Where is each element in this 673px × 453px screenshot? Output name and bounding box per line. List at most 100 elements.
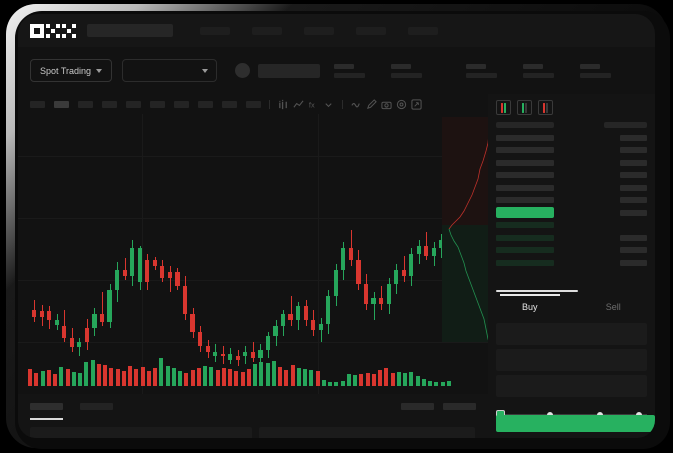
timeframe-chip-8[interactable] [222, 100, 237, 108]
orderbook-bids-icon[interactable] [517, 100, 532, 115]
candle-body [190, 314, 195, 332]
volume-bar [221, 368, 226, 386]
order-book-row-bid[interactable] [496, 246, 647, 255]
candle-body [280, 314, 286, 326]
timeframe-chip-group [30, 100, 261, 108]
candlestick-chart-icon[interactable] [278, 99, 289, 110]
order-book-row-bid[interactable] [496, 258, 647, 267]
indicators-icon[interactable]: fx [308, 99, 319, 110]
nav-link-1[interactable] [252, 26, 282, 35]
nav-link-0[interactable] [200, 26, 230, 35]
candle-body [220, 354, 225, 356]
order-book-row-bid[interactable] [496, 233, 647, 242]
candle-body [167, 272, 172, 278]
order-book-row-spread[interactable] [496, 207, 647, 218]
volume-bar [365, 373, 370, 386]
candle-wick [169, 266, 171, 292]
slider-stop-75[interactable] [636, 411, 642, 418]
candle-body [409, 254, 414, 276]
orderbook-both-icon[interactable] [496, 100, 511, 115]
timeframe-chip-4[interactable] [126, 100, 141, 108]
svg-text:fx: fx [309, 100, 315, 109]
okx-logo[interactable] [30, 23, 76, 38]
line-chart-icon[interactable] [293, 99, 304, 110]
fullscreen-icon[interactable] [411, 98, 422, 110]
volume-bar [378, 370, 383, 386]
timeframe-chip-1[interactable] [54, 100, 69, 108]
order-price-field[interactable] [496, 323, 647, 345]
volume-bar [346, 374, 351, 386]
order-book-row-ask[interactable] [496, 183, 647, 192]
candle-body [130, 248, 135, 276]
order-amount-field[interactable] [496, 349, 647, 371]
orderbook-asks-icon[interactable] [538, 100, 553, 115]
candle-body [122, 270, 127, 276]
order-book-amount [620, 134, 647, 141]
timeframe-chip-2[interactable] [78, 100, 93, 108]
slider-stop-50[interactable] [597, 411, 603, 418]
trading-mode-select[interactable]: Spot Trading [30, 59, 113, 82]
orders-tab-open[interactable] [30, 403, 63, 410]
candle-body [243, 352, 248, 356]
tab-sell[interactable]: Sell [605, 301, 621, 312]
order-book-row-ask[interactable] [496, 133, 647, 142]
order-book-amount [620, 247, 647, 253]
trade-side-tabs: Buy Sell [488, 294, 655, 319]
order-total-field[interactable] [496, 375, 647, 397]
timeframe-chip-5[interactable] [150, 100, 165, 108]
timeframe-chip-7[interactable] [198, 100, 213, 108]
nav-link-3[interactable] [356, 26, 386, 35]
slider-stop-25[interactable] [547, 411, 553, 418]
settings-gear-icon[interactable] [396, 99, 407, 110]
order-book-row-ask[interactable] [496, 146, 647, 155]
ticker-stat-2 [466, 63, 498, 78]
candle-body [92, 314, 97, 328]
orders-action-primary[interactable] [401, 403, 434, 410]
tab-buy[interactable]: Buy [488, 294, 572, 319]
orders-tab-history[interactable] [80, 403, 113, 410]
order-book-amount [620, 197, 647, 203]
submit-buy-button[interactable] [496, 415, 655, 432]
timeframe-chip-0[interactable] [30, 100, 45, 108]
order-book-row-ask[interactable] [496, 171, 647, 180]
order-book[interactable] [488, 94, 655, 294]
order-book-header [496, 122, 647, 128]
order-book-mode-group [496, 100, 647, 115]
pencil-icon[interactable] [366, 98, 377, 110]
order-book-col-amount [604, 122, 647, 128]
ticker-stats [334, 63, 643, 78]
wave-icon[interactable] [351, 99, 362, 110]
order-book-row-bid[interactable] [496, 221, 647, 230]
orders-action-secondary[interactable] [443, 403, 476, 410]
order-book-amount [620, 234, 647, 241]
search-input[interactable] [87, 24, 173, 37]
order-book-scrollbar[interactable] [496, 290, 578, 292]
order-book-row-ask[interactable] [496, 196, 647, 205]
order-book-price [496, 259, 554, 266]
timeframe-chip-9[interactable] [246, 100, 261, 108]
timeframe-chip-6[interactable] [174, 100, 189, 108]
pair-select[interactable] [122, 59, 218, 82]
toolbar-divider [269, 99, 270, 109]
volume-bar [46, 370, 51, 386]
candle-body [62, 326, 67, 338]
volume-bar [78, 373, 83, 386]
camera-icon[interactable] [381, 99, 392, 110]
price-chart[interactable] [18, 114, 488, 394]
nav-link-2[interactable] [304, 26, 334, 35]
volume-bar [303, 369, 308, 386]
nav-link-4[interactable] [408, 26, 438, 35]
volume-bar [296, 368, 301, 386]
order-book-price [496, 147, 554, 153]
timeframe-chip-3[interactable] [102, 100, 117, 108]
market-depth-chart[interactable] [442, 117, 494, 342]
chevron-down-icon[interactable] [323, 99, 334, 110]
order-book-row-ask[interactable] [496, 158, 647, 167]
volume-bar [328, 382, 333, 386]
candle-body [213, 352, 218, 356]
orders-panel-right [259, 427, 475, 438]
depth-bid-area [442, 225, 494, 342]
volume-bar [53, 374, 58, 386]
candle-body [145, 260, 150, 282]
toolbar-divider [342, 99, 343, 109]
